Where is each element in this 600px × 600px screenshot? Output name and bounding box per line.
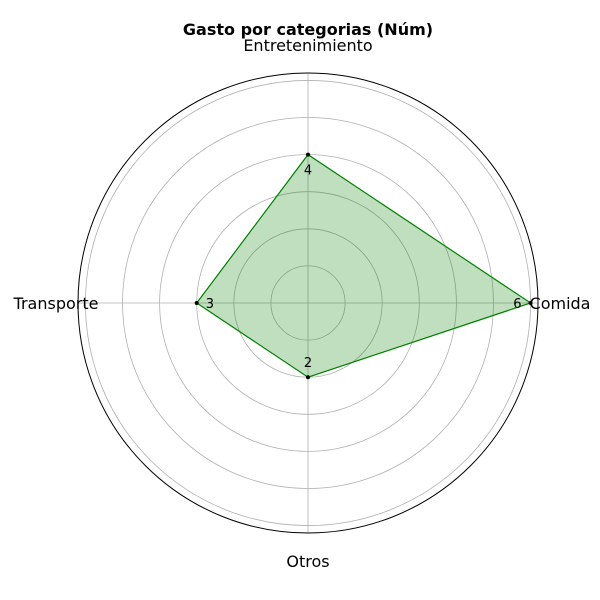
series-area (196, 154, 531, 378)
data-label: 2 (304, 356, 312, 371)
labels: Comida Entretenimiento Transporte Otros 6 4 3 2 (13, 36, 591, 571)
data-label: 6 (513, 297, 521, 312)
data-label: 3 (206, 297, 214, 312)
chart-title: Gasto por categorias (Núm) (183, 20, 433, 39)
data-label: 4 (304, 164, 312, 179)
category-label: Transporte (13, 294, 99, 313)
category-label: Otros (286, 552, 329, 571)
data-point (306, 152, 310, 157)
category-label: Entretenimiento (243, 36, 372, 55)
data-point (528, 301, 533, 305)
grid (77, 72, 539, 534)
data-point (194, 301, 199, 305)
category-label: Comida (530, 294, 591, 313)
series (194, 152, 533, 380)
outer-frame (77, 72, 539, 534)
data-point (306, 375, 310, 380)
